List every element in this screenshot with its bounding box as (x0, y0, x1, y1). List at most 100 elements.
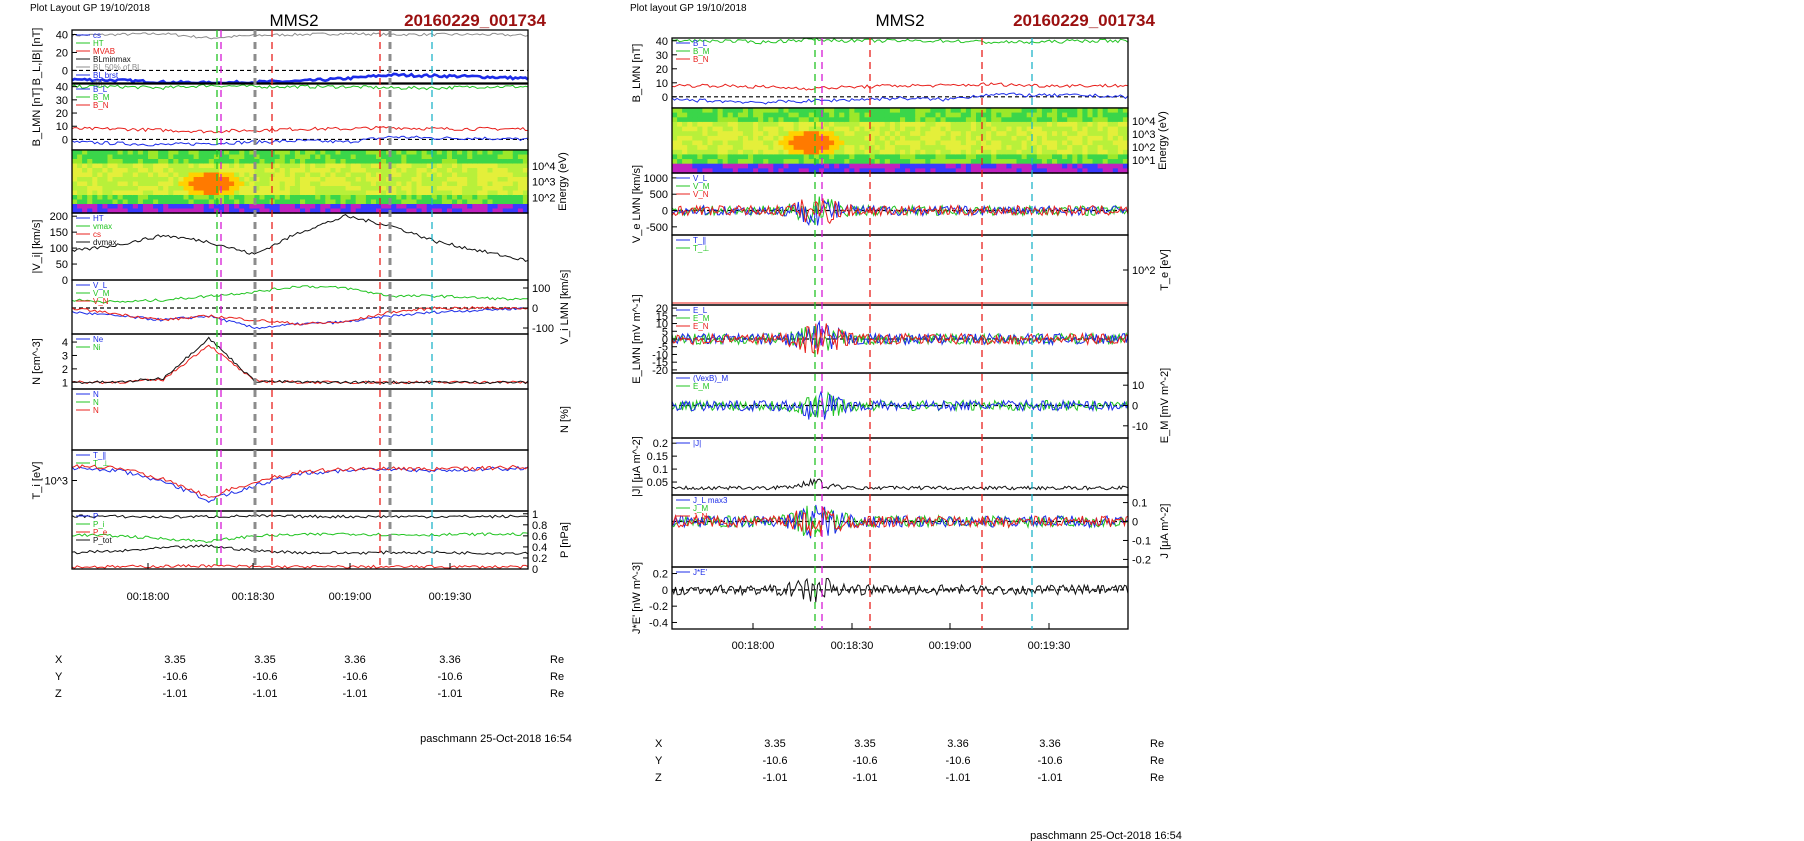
spectrogram-cell (137, 204, 144, 210)
spectrogram-cell (350, 150, 357, 156)
spectrogram-cell (894, 168, 901, 174)
spectrogram-cell (82, 181, 88, 187)
spectrogram-cell (87, 177, 93, 183)
spectrogram-cell (925, 168, 931, 174)
spectrogram-cell (168, 204, 174, 210)
spectrogram-cell (173, 204, 179, 210)
spectrogram-cell (401, 208, 407, 214)
spectrogram-cell (112, 195, 119, 201)
y-tick-label: 2 (62, 364, 68, 376)
spectrogram-cell (1122, 149, 1129, 155)
y-tick-label: 30 (656, 50, 668, 62)
spectrogram-cell (77, 208, 83, 214)
spectrogram-cell (294, 186, 301, 192)
spectrogram-cell (763, 108, 769, 114)
spectrogram-cell (1057, 126, 1063, 132)
spectrogram-cell (1052, 159, 1058, 165)
spectrogram-cell (1092, 140, 1099, 146)
spectrogram-cell (798, 117, 805, 123)
spectrogram-cell (763, 149, 769, 155)
spectrogram-cell (97, 190, 103, 196)
spectrogram-cell (370, 195, 377, 201)
spectrogram-cell (1031, 117, 1038, 123)
spectrogram-cell (112, 150, 119, 156)
panel-frame (71, 449, 529, 512)
y-tick-label: 20 (656, 303, 668, 315)
spectrogram-cell (1077, 121, 1083, 128)
spectrogram-cell (1067, 117, 1073, 123)
spectrogram-cell (502, 150, 509, 156)
spectrogram-cell (208, 168, 215, 174)
spectrogram-cell (829, 159, 835, 165)
spectrogram-cell (416, 204, 423, 210)
spectrogram-cell (813, 121, 820, 128)
spectrogram-cell (874, 163, 881, 169)
spectrogram-cell (1102, 121, 1109, 128)
spectrogram-cell (920, 140, 926, 146)
spectrogram-cell (365, 150, 372, 156)
spectrogram-cell (142, 208, 149, 214)
spectrogram-cell (732, 154, 739, 160)
spectrogram-cell (935, 154, 942, 160)
spectrogram-cell (391, 186, 397, 192)
spectrogram-cell (158, 172, 164, 178)
spectrogram-cell (930, 131, 937, 137)
spectrogram-cell (355, 163, 362, 169)
spectrogram-cell (737, 112, 744, 118)
spectrogram-cell (370, 181, 377, 187)
legend-entry: P_tot (93, 536, 112, 545)
spectrogram-cell (1026, 112, 1033, 118)
spectrogram-cell (229, 199, 235, 205)
spectrogram-cell (1087, 112, 1094, 118)
spectrogram-cell (991, 168, 997, 174)
spectrogram-cell (758, 121, 764, 128)
spectrogram-cell (512, 150, 519, 156)
spectrogram-cell (859, 112, 866, 118)
spectrogram-cell (672, 159, 678, 165)
spectrogram-cell (360, 181, 367, 187)
spectrogram-cell (330, 159, 337, 165)
spectrogram-cell (391, 181, 397, 187)
spectrogram-cell (315, 186, 321, 192)
spectrogram-cell (920, 168, 926, 174)
spectrogram-cell (986, 140, 992, 146)
spectrogram-cell (813, 126, 820, 132)
spectrogram-cell (381, 186, 387, 192)
spectrogram-cell (1077, 135, 1083, 142)
spectrogram-cell (92, 172, 98, 178)
spectrogram-cell (894, 112, 901, 118)
spectrogram-cell (742, 108, 749, 114)
spectrogram-cell (672, 126, 678, 132)
spectrogram-cell (203, 204, 210, 210)
spectrogram-cell (1041, 145, 1048, 151)
spectrogram-cell (153, 208, 159, 214)
spectrogram-cell (1082, 121, 1089, 128)
spectrogram-cell (935, 149, 942, 155)
spectrogram-cell (254, 186, 261, 192)
spectrogram-cell (300, 199, 306, 205)
spectrogram-cell (178, 195, 185, 201)
spectrogram-cell (416, 195, 423, 201)
spectrogram-cell (360, 177, 367, 183)
spectrogram-cell (829, 135, 835, 142)
spectrogram-cell (910, 168, 916, 174)
spectrogram-cell (259, 199, 266, 205)
spectrogram-cell (955, 163, 962, 169)
spectrogram-cell (163, 172, 169, 178)
spectrogram-cell (193, 186, 200, 192)
spectrogram-cell (507, 190, 514, 196)
legend-entry: B_L (693, 39, 708, 48)
spectrogram-cell (732, 168, 739, 174)
spectrogram-cell (229, 177, 235, 183)
spectrogram-cell (376, 172, 382, 178)
spectrogram-cell (783, 154, 790, 160)
spectrogram-cell (401, 159, 407, 165)
spectrogram-cell (477, 181, 483, 187)
spectrogram-cell (920, 154, 926, 160)
spectrogram-cell (325, 154, 331, 160)
spectrogram-cell (173, 208, 179, 214)
spectrogram-cell (869, 108, 876, 114)
spectrogram-cell (436, 177, 443, 183)
spectrogram-cell (1097, 126, 1104, 132)
